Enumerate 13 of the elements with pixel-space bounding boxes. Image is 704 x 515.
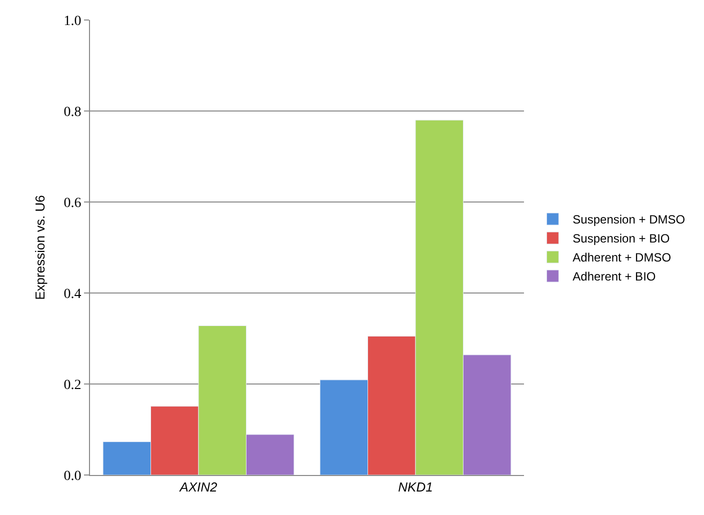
legend-label: Suspension + BIO xyxy=(572,232,670,246)
y-tick-label: 1.0 xyxy=(64,14,82,29)
y-tick-label: 0.0 xyxy=(64,468,82,484)
y-tick-label: 0.8 xyxy=(64,104,82,120)
y-tick-label: 0.4 xyxy=(64,286,82,302)
legend-label: Adherent + DMSO xyxy=(572,250,672,265)
x-tick-label: AXIN2 xyxy=(178,480,218,495)
y-axis-title: Expression vs. U6 xyxy=(32,195,48,300)
legend-label: Adherent + BIO xyxy=(572,270,656,284)
y-tick-label: 0.2 xyxy=(64,378,82,393)
y-tick-label: 0.6 xyxy=(64,196,82,211)
legend-label: Suspension + DMSO xyxy=(572,212,686,227)
x-tick-label: NKD1 xyxy=(398,480,433,495)
